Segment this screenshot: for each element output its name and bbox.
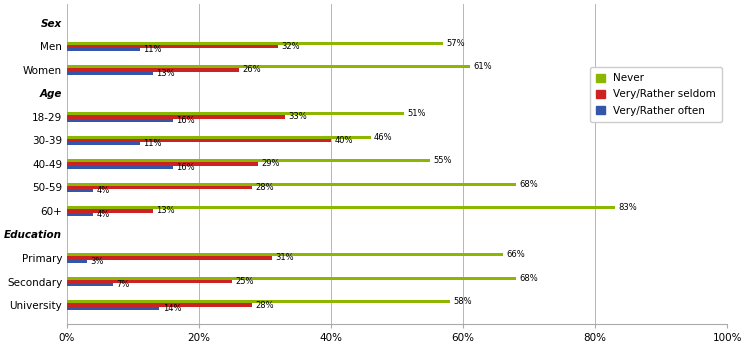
Text: 28%: 28% bbox=[255, 183, 274, 192]
Text: 16%: 16% bbox=[176, 116, 195, 125]
Text: 33%: 33% bbox=[288, 112, 307, 121]
Bar bbox=[67, 277, 516, 280]
Bar bbox=[67, 166, 172, 169]
Text: 28%: 28% bbox=[255, 301, 274, 310]
Text: 57%: 57% bbox=[447, 39, 466, 48]
Bar bbox=[67, 206, 615, 210]
Text: 29%: 29% bbox=[262, 160, 280, 169]
Bar bbox=[67, 210, 153, 212]
Bar bbox=[67, 253, 503, 256]
Bar bbox=[67, 42, 443, 45]
Text: 32%: 32% bbox=[281, 42, 300, 51]
Text: 68%: 68% bbox=[519, 180, 538, 189]
Bar bbox=[67, 48, 140, 51]
Text: 61%: 61% bbox=[473, 62, 492, 71]
Text: 31%: 31% bbox=[275, 254, 294, 262]
Text: 68%: 68% bbox=[519, 274, 538, 283]
Bar bbox=[67, 159, 430, 162]
Text: 51%: 51% bbox=[407, 109, 425, 118]
Text: 58%: 58% bbox=[453, 297, 471, 306]
Bar bbox=[67, 71, 153, 75]
Text: 4%: 4% bbox=[97, 186, 110, 195]
Text: 25%: 25% bbox=[235, 277, 254, 286]
Bar bbox=[67, 260, 87, 263]
Text: 7%: 7% bbox=[116, 280, 130, 289]
Bar bbox=[67, 112, 404, 116]
Bar bbox=[67, 283, 113, 286]
Text: 46%: 46% bbox=[374, 133, 392, 142]
Text: 14%: 14% bbox=[163, 304, 181, 313]
Bar bbox=[67, 119, 172, 121]
Text: 4%: 4% bbox=[97, 210, 110, 219]
Bar bbox=[67, 45, 278, 48]
Bar bbox=[67, 65, 470, 68]
Text: 26%: 26% bbox=[242, 66, 260, 75]
Bar bbox=[67, 306, 160, 310]
Text: 66%: 66% bbox=[506, 251, 524, 260]
Text: 3%: 3% bbox=[90, 256, 104, 265]
Text: 11%: 11% bbox=[143, 45, 161, 54]
Bar bbox=[67, 116, 285, 119]
Text: 40%: 40% bbox=[334, 136, 353, 145]
Legend: Never, Very/Rather seldom, Very/Rather often: Never, Very/Rather seldom, Very/Rather o… bbox=[590, 67, 722, 122]
Bar bbox=[67, 186, 252, 189]
Bar bbox=[67, 256, 272, 260]
Bar bbox=[67, 183, 516, 186]
Text: 11%: 11% bbox=[143, 139, 161, 148]
Bar bbox=[67, 139, 331, 142]
Text: 16%: 16% bbox=[176, 162, 195, 171]
Bar bbox=[67, 136, 371, 139]
Bar bbox=[67, 142, 140, 145]
Text: 13%: 13% bbox=[156, 68, 175, 77]
Text: 13%: 13% bbox=[156, 206, 175, 215]
Bar bbox=[67, 304, 252, 306]
Bar bbox=[67, 212, 93, 215]
Bar bbox=[67, 301, 450, 304]
Bar bbox=[67, 162, 258, 166]
Bar bbox=[67, 68, 239, 71]
Bar bbox=[67, 189, 93, 192]
Text: 55%: 55% bbox=[433, 156, 452, 166]
Bar bbox=[67, 280, 232, 283]
Text: 83%: 83% bbox=[618, 203, 637, 212]
